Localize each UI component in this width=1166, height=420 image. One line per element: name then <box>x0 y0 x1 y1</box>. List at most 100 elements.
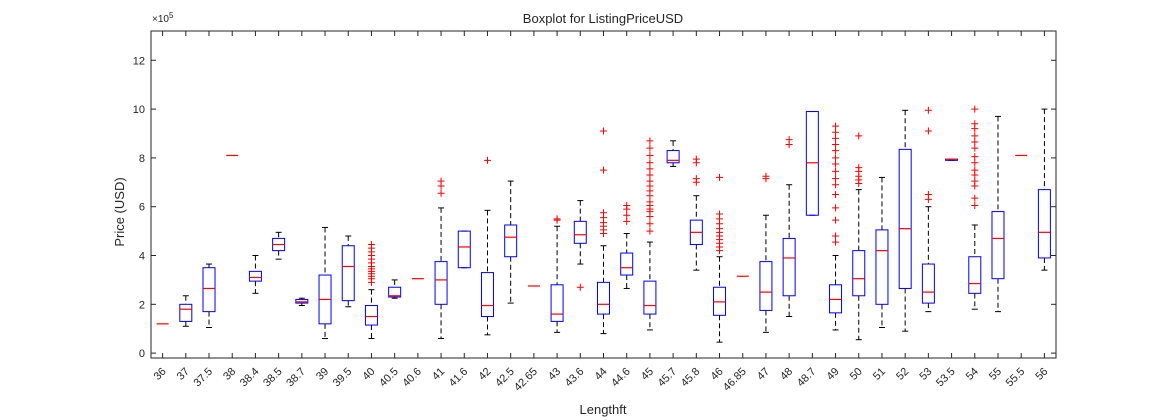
outlier-marker <box>600 166 607 174</box>
box-group <box>643 137 657 331</box>
outlier-marker <box>646 151 654 159</box>
iqr-box <box>805 111 819 216</box>
outlier-marker <box>971 153 979 161</box>
iqr-box <box>875 229 889 305</box>
box-group <box>480 156 494 336</box>
outlier-marker <box>971 138 979 146</box>
iqr-box <box>666 150 680 164</box>
outlier-marker <box>924 191 932 198</box>
box-group <box>991 115 1005 313</box>
y-tick-label: 8 <box>139 153 145 165</box>
outlier-marker <box>600 209 607 217</box>
outlier-marker <box>646 165 654 173</box>
outlier-marker <box>553 215 561 223</box>
box-group <box>364 241 378 339</box>
iqr-box <box>364 305 378 326</box>
outlier-marker <box>832 216 840 224</box>
outlier-marker <box>600 127 607 135</box>
iqr-box <box>759 261 773 311</box>
outlier-marker <box>971 105 979 113</box>
box-group <box>272 231 286 260</box>
iqr-box <box>643 280 657 315</box>
box-group <box>504 180 518 304</box>
iqr-box <box>898 148 912 289</box>
outlier-marker <box>646 220 654 228</box>
outlier-marker <box>785 136 793 144</box>
iqr-box <box>713 286 727 316</box>
box-group <box>434 177 448 339</box>
y-tick-label: 6 <box>139 202 145 214</box>
outlier-marker <box>646 137 654 145</box>
iqr-box <box>434 261 448 305</box>
iqr-box <box>388 286 402 298</box>
y-axis-ticks: 0 2 4 6 8 10 12 <box>133 55 1056 360</box>
outlier-marker <box>437 189 445 197</box>
outlier-marker <box>832 147 840 155</box>
outlier-marker <box>832 191 840 198</box>
box-group <box>248 255 262 294</box>
box-group <box>713 173 727 343</box>
y-axis-label: Price (USD) <box>112 177 127 246</box>
iqr-box <box>829 284 843 314</box>
y-exponent-label: ×105 <box>152 11 174 25</box>
box-group <box>620 201 634 289</box>
outlier-marker <box>716 173 724 181</box>
iqr-box <box>921 263 935 304</box>
iqr-box <box>782 237 796 297</box>
outlier-marker <box>971 201 979 209</box>
box-group <box>457 230 471 269</box>
outlier-marker <box>832 128 840 136</box>
outlier-marker <box>971 177 979 185</box>
outlier-marker <box>971 159 979 167</box>
box-group <box>388 279 402 299</box>
box-group <box>898 109 912 332</box>
plot-area-frame <box>150 30 1057 359</box>
outlier-marker <box>646 144 654 152</box>
outlier-marker <box>367 241 375 249</box>
outlier-marker <box>832 154 840 162</box>
outlier-marker <box>437 177 445 185</box>
outlier-marker <box>646 171 654 179</box>
x-axis-label: Lengthft <box>580 402 627 417</box>
chart-title: Boxplot for ListingPriceUSD <box>523 11 683 26</box>
y-exponent-power: 5 <box>169 11 174 20</box>
iqr-box <box>1037 189 1051 259</box>
outlier-marker <box>623 217 631 225</box>
iqr-box <box>480 272 494 318</box>
y-tick-label: 4 <box>139 251 145 263</box>
box-group <box>573 200 587 291</box>
outlier-marker <box>646 159 654 167</box>
y-tick-label: 12 <box>133 55 145 67</box>
outlier-marker <box>832 238 840 246</box>
box-group <box>179 295 193 327</box>
outlier-marker <box>832 204 840 212</box>
iqr-box <box>295 298 309 304</box>
box-group <box>597 127 610 335</box>
box-group <box>341 235 355 308</box>
box-group <box>945 158 959 161</box>
box-group <box>689 155 703 271</box>
box-group <box>202 263 216 328</box>
outlier-marker <box>924 127 932 135</box>
outlier-marker <box>646 227 654 235</box>
box-group <box>550 215 564 333</box>
outlier-marker <box>855 132 863 140</box>
box-group <box>921 106 935 313</box>
outlier-marker <box>692 175 700 183</box>
box-group <box>829 122 843 331</box>
iqr-box <box>179 303 193 322</box>
boxes-layer <box>156 105 1051 343</box>
box-group <box>295 297 309 307</box>
box-group <box>968 105 982 310</box>
outlier-marker <box>646 198 654 206</box>
box-group <box>666 140 680 167</box>
outlier-marker <box>716 210 724 218</box>
iqr-box <box>504 224 518 258</box>
box-group <box>1037 108 1051 271</box>
iqr-box <box>457 230 471 269</box>
iqr-box <box>202 267 216 313</box>
box-group <box>852 132 866 341</box>
y-tick-label: 2 <box>139 299 145 311</box>
outlier-marker <box>832 167 840 175</box>
